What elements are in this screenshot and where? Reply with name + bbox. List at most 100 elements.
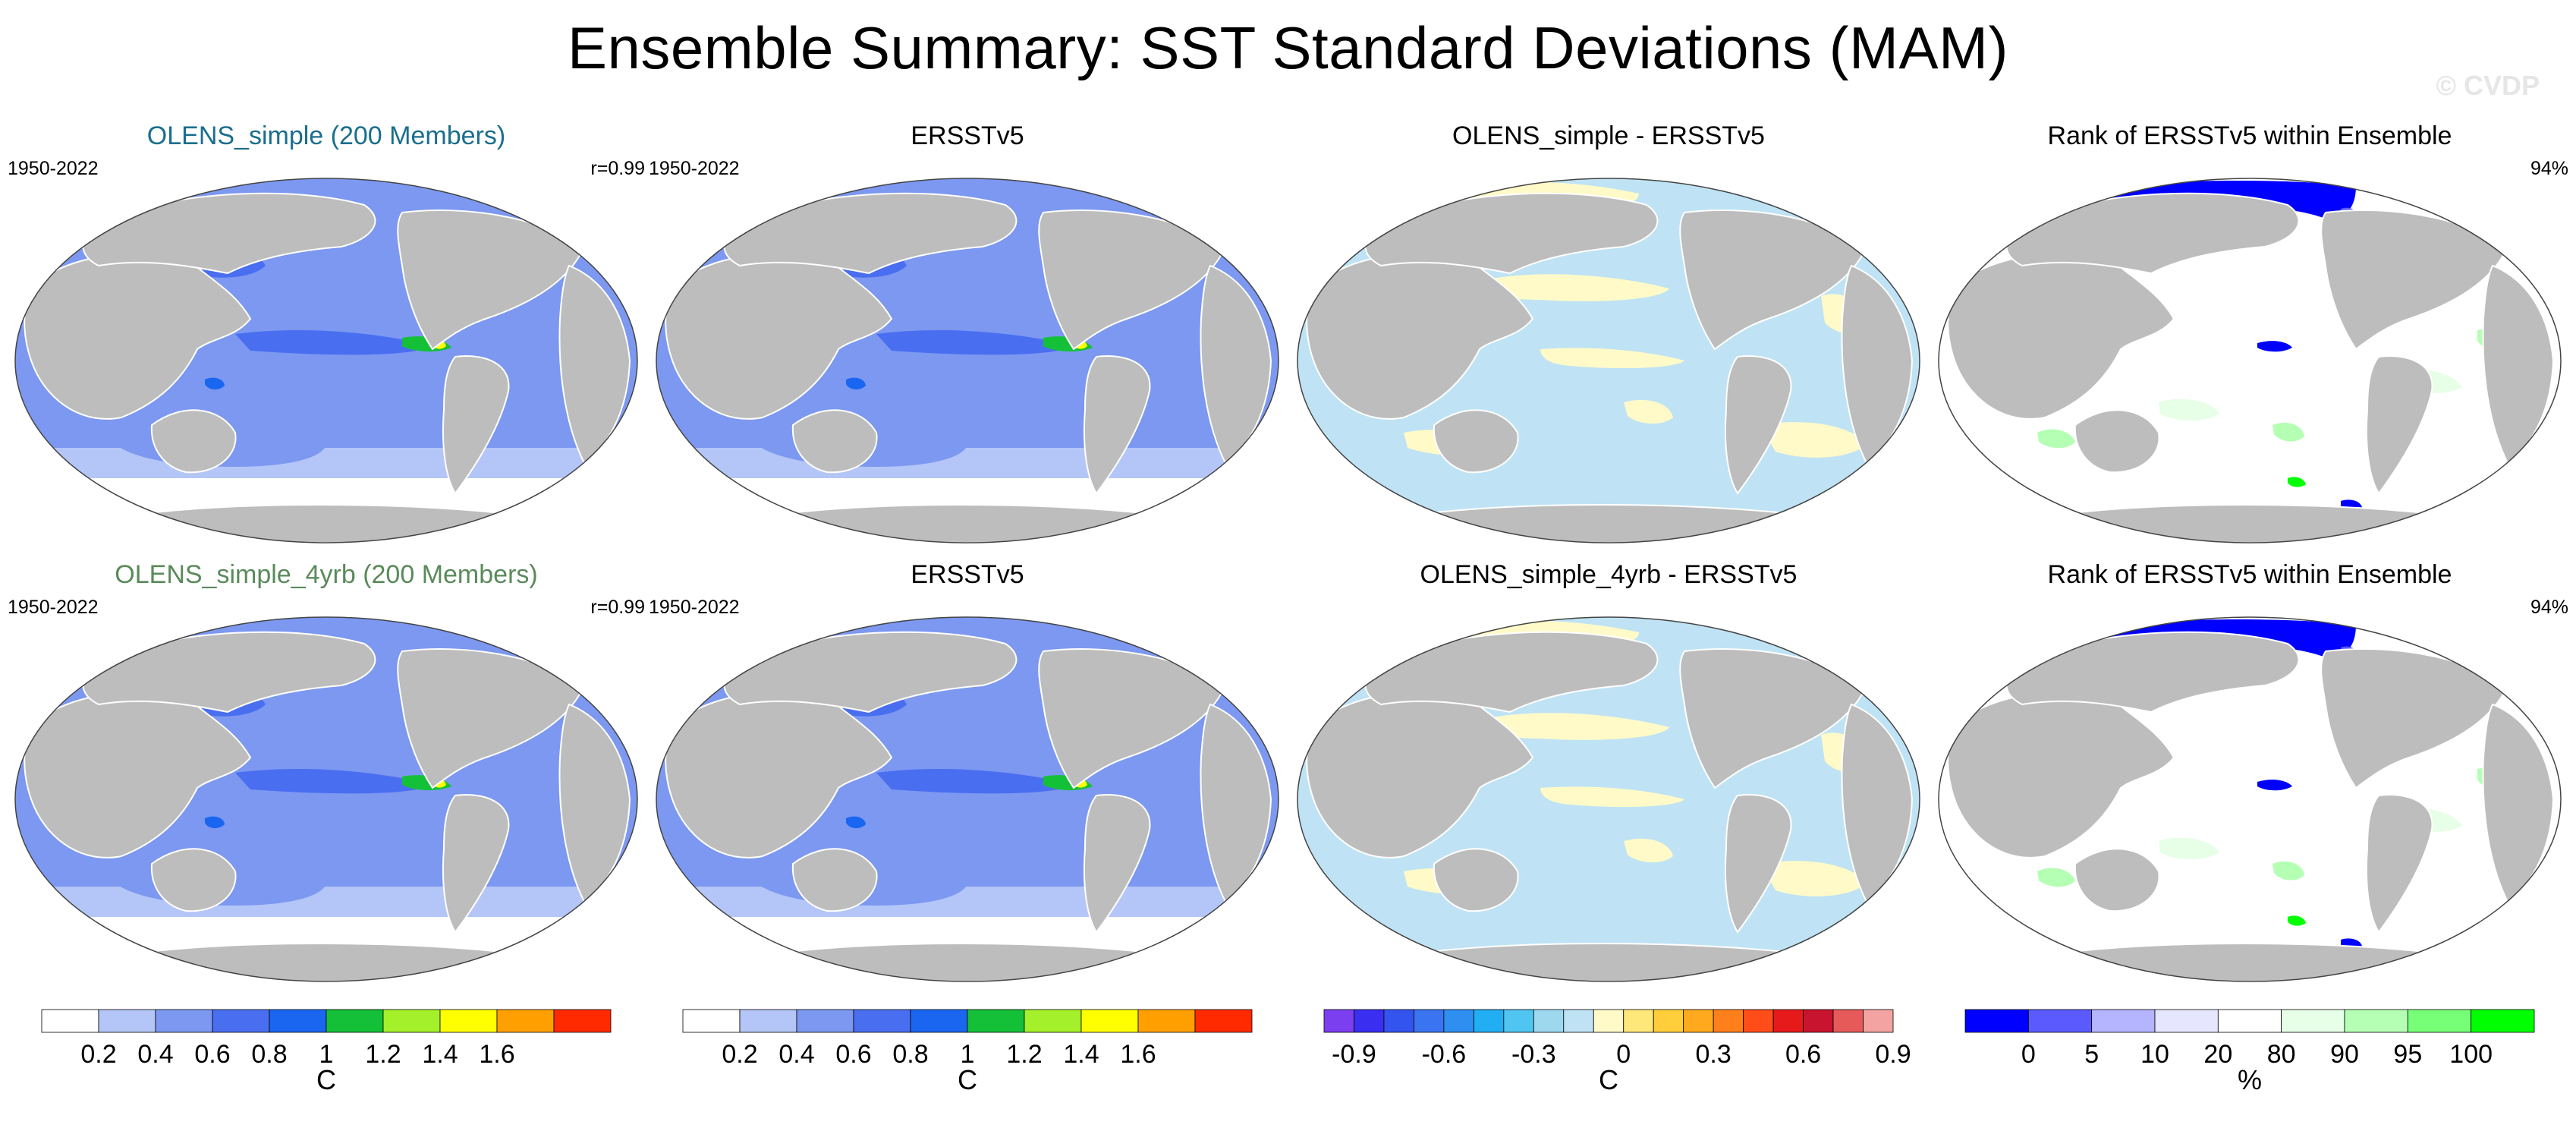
colorbar-tick-label: -0.9 [1332, 1040, 1376, 1069]
period-label: 1950-2022 [8, 597, 99, 618]
colorbar-swatch [1533, 1009, 1565, 1033]
contour-region [2037, 868, 2075, 887]
contour-region [2288, 915, 2306, 926]
panel-title: OLENS_simple_4yrb - ERSSTv5 [1420, 560, 1798, 589]
colorbar-swatch [2027, 1009, 2093, 1033]
colorbar-unit: % [2237, 1064, 2262, 1095]
map-layers [1939, 178, 2561, 543]
colorbar-swatch [853, 1009, 911, 1033]
map-outline [14, 178, 638, 543]
colorbar-swatch [910, 1009, 968, 1033]
land-mass [2042, 943, 2457, 981]
colorbar-tick-label: 1.4 [1063, 1040, 1099, 1069]
contour-region [2159, 399, 2219, 421]
panel-title: ERSSTv5 [911, 121, 1024, 150]
colorbar-tick-label: 80 [2267, 1040, 2296, 1069]
colorbar-swatch [1137, 1009, 1196, 1033]
colorbar-swatch [1832, 1009, 1864, 1033]
contour-region [1480, 274, 1669, 301]
land-mass [1401, 504, 1816, 543]
colorbar-tick-label: 20 [2203, 1040, 2232, 1069]
land-mass [791, 409, 878, 474]
colorbar-unit: C [958, 1064, 977, 1095]
contour-region [1480, 713, 1669, 740]
colorbar-swatch [1863, 1009, 1894, 1033]
contour-region [1624, 838, 1673, 863]
land-mass [723, 192, 1018, 275]
contour-region [205, 816, 225, 829]
land-mass [2365, 794, 2433, 934]
colorbar-rank: 0 5 10 20 80 90 95 100 % [1964, 1009, 2535, 1131]
sd-map [656, 616, 1279, 982]
land-mass [791, 848, 878, 912]
colorbar-swatch [155, 1009, 213, 1033]
sd-map [14, 178, 638, 543]
figure-title: Ensemble Summary: SST Standard Deviation… [567, 14, 2009, 81]
colorbar-tick-label: -0.3 [1511, 1040, 1556, 1069]
colorbar-tick-label: 1.6 [1120, 1040, 1156, 1069]
contour-region [1540, 348, 1684, 369]
colorbar-tick-label: 0.4 [778, 1040, 814, 1069]
panel-olens-simple-4yrb-sd: OLENS_simple_4yrb (200 Members) 1950-202… [8, 560, 645, 985]
panel-ersst-sd: ERSSTv5 1950-2022 [649, 121, 1286, 547]
colorbar-swatch [1713, 1009, 1744, 1033]
colorbar-swatch [1683, 1009, 1714, 1033]
colorbar-swatch [212, 1009, 270, 1033]
panel-title: Rank of ERSSTv5 within Ensemble [2047, 121, 2452, 150]
land-mass [1083, 794, 1151, 934]
contour-region [205, 377, 225, 390]
colorbar-unit: C [1599, 1064, 1618, 1095]
contour-region [1760, 422, 1867, 458]
contour-region [846, 377, 866, 390]
colorbar-tick-label: 5 [2084, 1040, 2099, 1069]
land-mass [1364, 192, 1659, 275]
map-outline [1938, 616, 2562, 982]
land-mass [1433, 848, 1519, 912]
colorbar-tick-label: 90 [2330, 1040, 2359, 1069]
contour-region [2257, 780, 2292, 791]
correlation-label: r=0.99 [590, 597, 645, 618]
map-layers [1939, 617, 2561, 981]
map-outline [656, 616, 1279, 982]
colorbar-tick-label: 10 [2140, 1040, 2169, 1069]
panel-rank: Rank of ERSSTv5 within Ensemble 94% [1931, 121, 2568, 547]
colorbar-tick-label: 1 [961, 1040, 975, 1069]
contour-region [2272, 422, 2304, 442]
colorbar-swatch [1964, 1009, 2029, 1033]
colorbar-tick-label: 0.3 [1696, 1040, 1731, 1069]
contour-region [2159, 837, 2219, 860]
land-mass [150, 848, 237, 912]
map-outline [14, 616, 638, 982]
colorbar-swatch [2154, 1009, 2219, 1033]
contour-region [1760, 861, 1867, 896]
land-mass [2005, 192, 2300, 275]
colorbar-graphic: 0 5 10 20 80 90 95 100 [1964, 1009, 2535, 1069]
land-mass [723, 631, 1018, 714]
colorbar-swatch [41, 1009, 99, 1033]
colorbar-unit: C [316, 1064, 336, 1095]
southern-ocean-band [656, 887, 1279, 917]
colorbar-graphic: 0.2 0.4 0.6 0.8 1 1.2 1.4 1.6 [682, 1009, 1253, 1069]
colorbar-swatch [2281, 1009, 2345, 1033]
panel-rank-2: Rank of ERSSTv5 within Ensemble 94% [1931, 560, 2568, 985]
sd-map [14, 616, 638, 982]
colorbar-tick-label: 95 [2393, 1040, 2422, 1069]
contour-region [876, 330, 1074, 355]
contour-region [2257, 341, 2292, 352]
land-mass [82, 192, 376, 275]
land-mass [1401, 943, 1816, 981]
colorbar-tick-label: 0 [1616, 1040, 1631, 1069]
colorbar-diff: -0.9 -0.6 -0.3 0 0.3 0.6 0.9 C [1323, 1009, 1911, 1131]
panel-title: OLENS_simple - ERSSTv5 [1452, 121, 1765, 150]
panel-difference-2: OLENS_simple_4yrb - ERSSTv5 [1290, 560, 1927, 985]
colorbar-swatch [98, 1009, 156, 1033]
contour-region [846, 816, 866, 829]
contour-region [2037, 429, 2075, 449]
land-mass [760, 504, 1175, 543]
panel-title: Rank of ERSSTv5 within Ensemble [2047, 560, 2452, 589]
colorbar-tick-label: 1.4 [422, 1040, 458, 1069]
land-mass [2005, 631, 2300, 714]
colorbar-tick-label: 0.9 [1875, 1040, 1911, 1069]
panel-title: OLENS_simple (200 Members) [146, 121, 506, 150]
colorbar-swatch [1414, 1009, 1445, 1033]
